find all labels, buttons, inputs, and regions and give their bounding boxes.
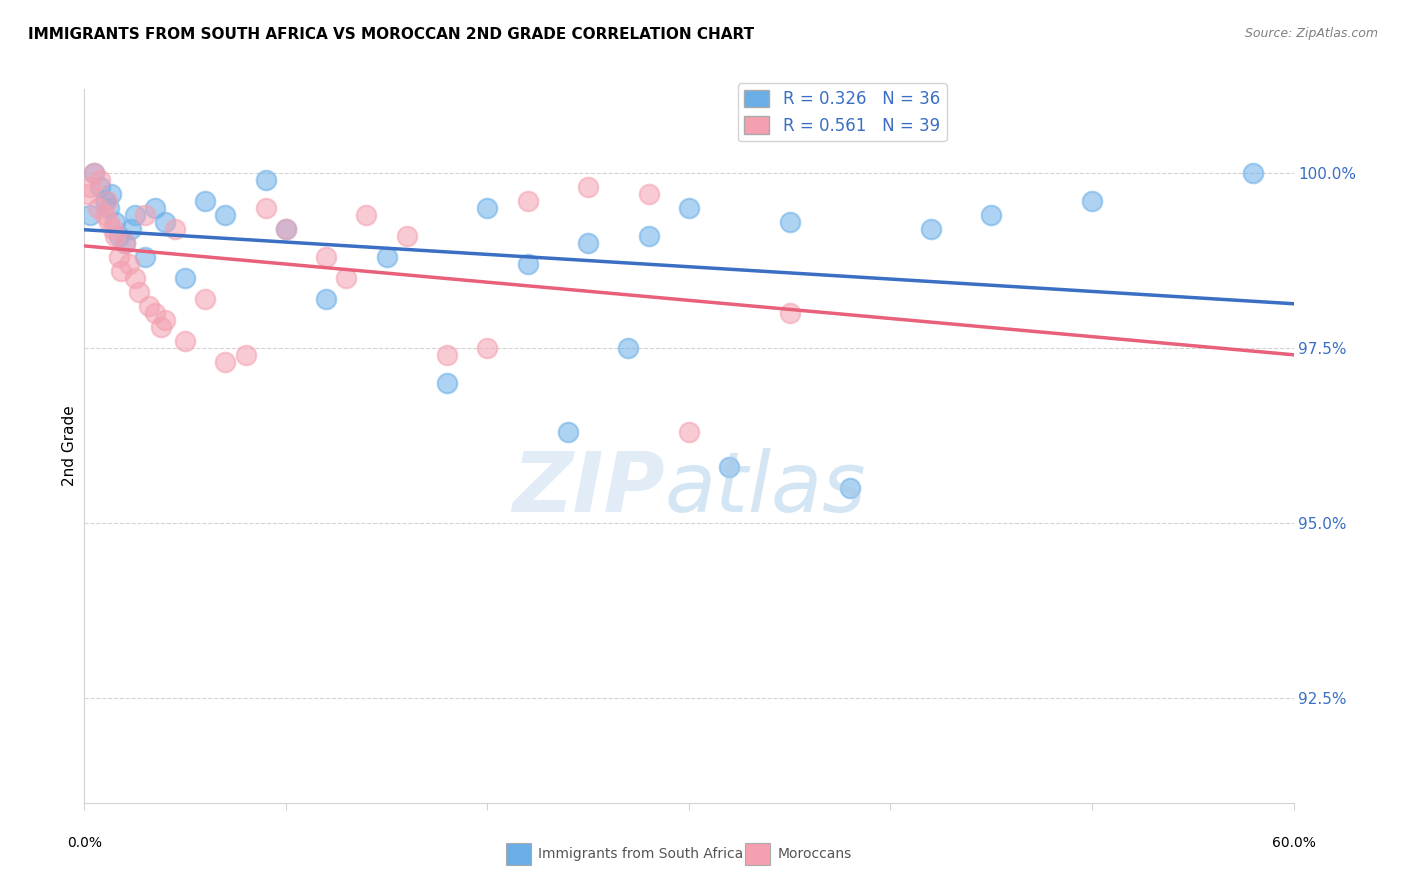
Point <box>194 292 217 306</box>
Point <box>96 194 118 208</box>
Point <box>214 208 236 222</box>
Point <box>516 194 538 208</box>
Point <box>128 285 150 299</box>
Point <box>315 292 337 306</box>
Point <box>315 250 337 264</box>
Point <box>118 257 141 271</box>
Point <box>77 187 100 202</box>
Point <box>214 355 236 369</box>
Point <box>114 236 136 251</box>
Point <box>678 425 700 439</box>
Point <box>149 320 172 334</box>
Point <box>79 180 101 194</box>
Point <box>274 222 297 236</box>
Point <box>124 208 146 222</box>
Point <box>235 348 257 362</box>
Point <box>97 201 120 215</box>
Point <box>89 180 111 194</box>
Point <box>110 264 132 278</box>
Text: Source: ZipAtlas.com: Source: ZipAtlas.com <box>1244 27 1378 40</box>
Point <box>93 194 115 208</box>
Text: Moroccans: Moroccans <box>778 847 852 861</box>
Point <box>153 215 176 229</box>
Point <box>779 215 801 229</box>
Point <box>143 306 166 320</box>
Point <box>83 166 105 180</box>
Point <box>134 208 156 222</box>
Point <box>97 215 120 229</box>
Point <box>254 201 277 215</box>
Point <box>124 271 146 285</box>
Point <box>375 250 398 264</box>
Text: IMMIGRANTS FROM SOUTH AFRICA VS MOROCCAN 2ND GRADE CORRELATION CHART: IMMIGRANTS FROM SOUTH AFRICA VS MOROCCAN… <box>28 27 754 42</box>
Point <box>779 306 801 320</box>
Point <box>576 236 599 251</box>
Text: Immigrants from South Africa: Immigrants from South Africa <box>538 847 744 861</box>
Point <box>153 313 176 327</box>
Point <box>89 173 111 187</box>
Point <box>617 341 640 355</box>
Point <box>254 173 277 187</box>
Point <box>356 208 378 222</box>
Point <box>718 460 741 475</box>
Point <box>395 229 418 244</box>
Point <box>637 229 659 244</box>
Point <box>174 271 197 285</box>
Point <box>477 201 499 215</box>
Point <box>1081 194 1104 208</box>
Point <box>87 201 110 215</box>
Point <box>557 425 579 439</box>
Point <box>104 229 127 244</box>
Point <box>920 222 942 236</box>
Point <box>138 299 160 313</box>
Y-axis label: 2nd Grade: 2nd Grade <box>62 406 77 486</box>
Point <box>114 236 136 251</box>
Point <box>120 222 142 236</box>
Point <box>335 271 357 285</box>
Point <box>980 208 1002 222</box>
Point <box>143 201 166 215</box>
Point <box>576 180 599 194</box>
Point <box>436 376 458 390</box>
Point <box>174 334 197 348</box>
Text: 0.0%: 0.0% <box>67 836 101 850</box>
Point <box>516 257 538 271</box>
Point <box>274 222 297 236</box>
Point <box>477 341 499 355</box>
Point <box>194 194 217 208</box>
Point <box>678 201 700 215</box>
Point <box>637 187 659 202</box>
Point <box>101 222 124 236</box>
Point <box>839 481 862 495</box>
Point <box>107 229 129 244</box>
Point <box>100 187 122 202</box>
Legend: R = 0.326   N = 36, R = 0.561   N = 39: R = 0.326 N = 36, R = 0.561 N = 39 <box>738 83 946 141</box>
Point <box>107 250 129 264</box>
Text: 60.0%: 60.0% <box>1271 836 1316 850</box>
Point <box>436 348 458 362</box>
Text: atlas: atlas <box>665 449 866 529</box>
Point <box>93 208 115 222</box>
Point <box>134 250 156 264</box>
Point <box>1241 166 1264 180</box>
Text: ZIP: ZIP <box>512 449 665 529</box>
Point <box>104 215 127 229</box>
Point <box>83 166 105 180</box>
Point <box>165 222 187 236</box>
Point <box>79 208 101 222</box>
